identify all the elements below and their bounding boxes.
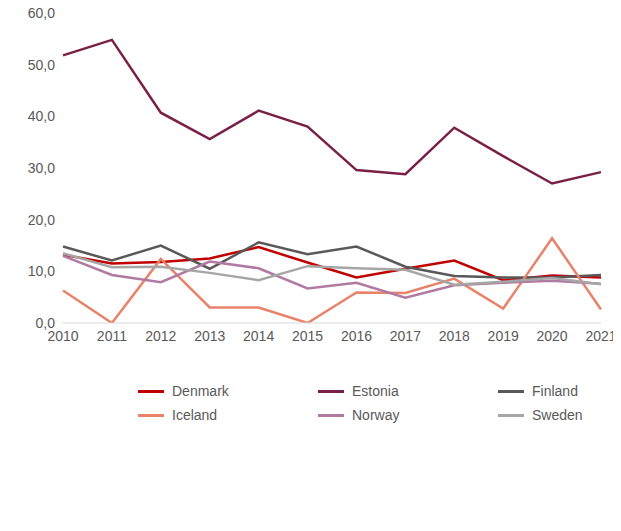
svg-text:60,0: 60,0 <box>28 8 55 21</box>
svg-text:30,0: 30,0 <box>28 160 55 176</box>
svg-text:2015: 2015 <box>292 328 323 344</box>
html-text:Sweden: Sweden <box>532 407 583 423</box>
svg-text:10,0: 10,0 <box>28 263 55 279</box>
svg-text:2010: 2010 <box>47 327 79 344</box>
html-text:Finland: Finland <box>532 383 578 399</box>
svg-text:2021: 2021 <box>585 328 613 344</box>
svg-text:50,0: 50,0 <box>28 57 55 73</box>
svg-text:0,0: 0,0 <box>36 315 56 331</box>
html-text:Estonia: Estonia <box>352 383 399 399</box>
html-text:Denmark: Denmark <box>172 383 229 399</box>
svg-text:2017: 2017 <box>390 328 421 344</box>
svg-text:2011: 2011 <box>97 328 127 344</box>
html-text:Norway: Norway <box>352 407 400 423</box>
svg-text:2018: 2018 <box>439 328 470 344</box>
svg-text:2019: 2019 <box>488 328 519 344</box>
svg-text:20,0: 20,0 <box>28 212 55 228</box>
svg-text:2014: 2014 <box>243 328 274 344</box>
svg-text:2016: 2016 <box>341 328 372 344</box>
svg-text:2013: 2013 <box>194 328 225 344</box>
html-text:Iceland: Iceland <box>172 407 218 423</box>
svg-text:40,0: 40,0 <box>28 108 55 124</box>
svg-text:2012: 2012 <box>145 328 176 344</box>
svg-text:2020: 2020 <box>537 328 568 344</box>
